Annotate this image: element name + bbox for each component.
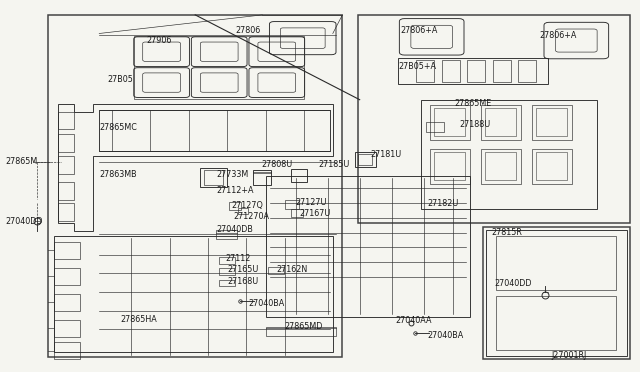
Bar — [481, 149, 521, 184]
Text: 27806+A: 27806+A — [400, 26, 437, 35]
Bar — [253, 170, 271, 185]
Bar — [219, 268, 235, 275]
Text: 27806: 27806 — [236, 26, 260, 35]
Text: 27865MC: 27865MC — [99, 123, 137, 132]
Bar — [229, 202, 241, 210]
Bar — [493, 60, 511, 82]
Text: 27733M: 27733M — [216, 170, 248, 179]
Text: 27168U: 27168U — [227, 278, 259, 286]
Text: 27127Q: 27127Q — [232, 201, 264, 210]
Bar — [398, 58, 548, 84]
Text: 27865MD: 27865MD — [285, 322, 323, 331]
Bar — [485, 108, 516, 136]
Bar — [358, 15, 630, 223]
Bar — [291, 209, 303, 217]
Text: 27865ME: 27865ME — [454, 99, 492, 108]
Bar — [421, 100, 597, 209]
Text: 27B05+A: 27B05+A — [398, 62, 436, 71]
Bar — [134, 36, 304, 99]
Text: 27808U: 27808U — [261, 160, 292, 169]
Text: 27188U: 27188U — [460, 120, 491, 129]
Bar — [485, 152, 516, 180]
Bar — [532, 105, 572, 140]
Bar — [536, 108, 567, 136]
Bar — [58, 156, 74, 174]
Bar — [430, 105, 470, 140]
Bar — [54, 236, 333, 352]
Bar — [58, 203, 74, 221]
Bar — [467, 60, 485, 82]
Bar — [496, 236, 616, 290]
Text: 27863MB: 27863MB — [99, 170, 137, 179]
Bar — [268, 267, 284, 274]
Text: 27127U: 27127U — [296, 198, 327, 207]
Bar — [442, 60, 460, 82]
Text: 27112+A: 27112+A — [216, 186, 254, 195]
Bar — [486, 230, 627, 356]
Text: 27162N: 27162N — [276, 265, 308, 274]
Text: 27167U: 27167U — [300, 209, 331, 218]
Text: 27865HA: 27865HA — [120, 315, 157, 324]
Bar — [434, 152, 465, 180]
Text: 27865M: 27865M — [5, 157, 37, 166]
Bar — [58, 134, 74, 152]
Text: 27040BA: 27040BA — [428, 331, 464, 340]
Bar — [54, 242, 80, 259]
Bar — [99, 110, 330, 151]
Text: 27040DB: 27040DB — [216, 225, 253, 234]
Bar — [358, 154, 372, 165]
Text: 27181U: 27181U — [370, 150, 401, 159]
Bar — [285, 200, 299, 209]
Bar — [430, 149, 470, 184]
Text: 27906: 27906 — [146, 36, 172, 45]
Bar — [54, 294, 80, 311]
Bar — [216, 230, 237, 239]
Bar — [355, 152, 376, 167]
Bar — [54, 342, 80, 359]
Bar — [536, 152, 567, 180]
Bar — [238, 208, 248, 214]
Text: 27806+A: 27806+A — [539, 31, 576, 40]
Text: 27040AA: 27040AA — [396, 316, 432, 325]
Bar — [58, 112, 74, 129]
Bar — [219, 257, 235, 264]
Text: 27815R: 27815R — [492, 228, 522, 237]
Bar — [532, 149, 572, 184]
Text: 27040DD: 27040DD — [5, 217, 43, 226]
Bar — [416, 60, 434, 82]
Bar — [219, 280, 235, 286]
Bar — [518, 60, 536, 82]
Bar — [266, 327, 336, 336]
Text: J27001RJ: J27001RJ — [552, 351, 587, 360]
Bar — [54, 268, 80, 285]
Bar — [204, 170, 223, 185]
Text: 27040BA: 27040BA — [248, 299, 285, 308]
Bar — [483, 227, 630, 359]
Bar — [54, 320, 80, 337]
Text: 27040DD: 27040DD — [494, 279, 532, 288]
Bar — [48, 15, 342, 357]
Text: 27112: 27112 — [225, 254, 251, 263]
Bar — [58, 182, 74, 200]
Bar — [496, 296, 616, 350]
Text: 271270A: 271270A — [234, 212, 269, 221]
Bar — [426, 122, 444, 132]
Text: 27B05: 27B05 — [108, 76, 133, 84]
Text: 27182U: 27182U — [428, 199, 459, 208]
Bar — [200, 168, 227, 187]
Bar — [434, 108, 465, 136]
Bar — [291, 169, 307, 182]
Bar — [266, 176, 470, 317]
Text: 27165U: 27165U — [227, 265, 259, 274]
Bar — [481, 105, 521, 140]
Text: 27185U: 27185U — [319, 160, 350, 169]
